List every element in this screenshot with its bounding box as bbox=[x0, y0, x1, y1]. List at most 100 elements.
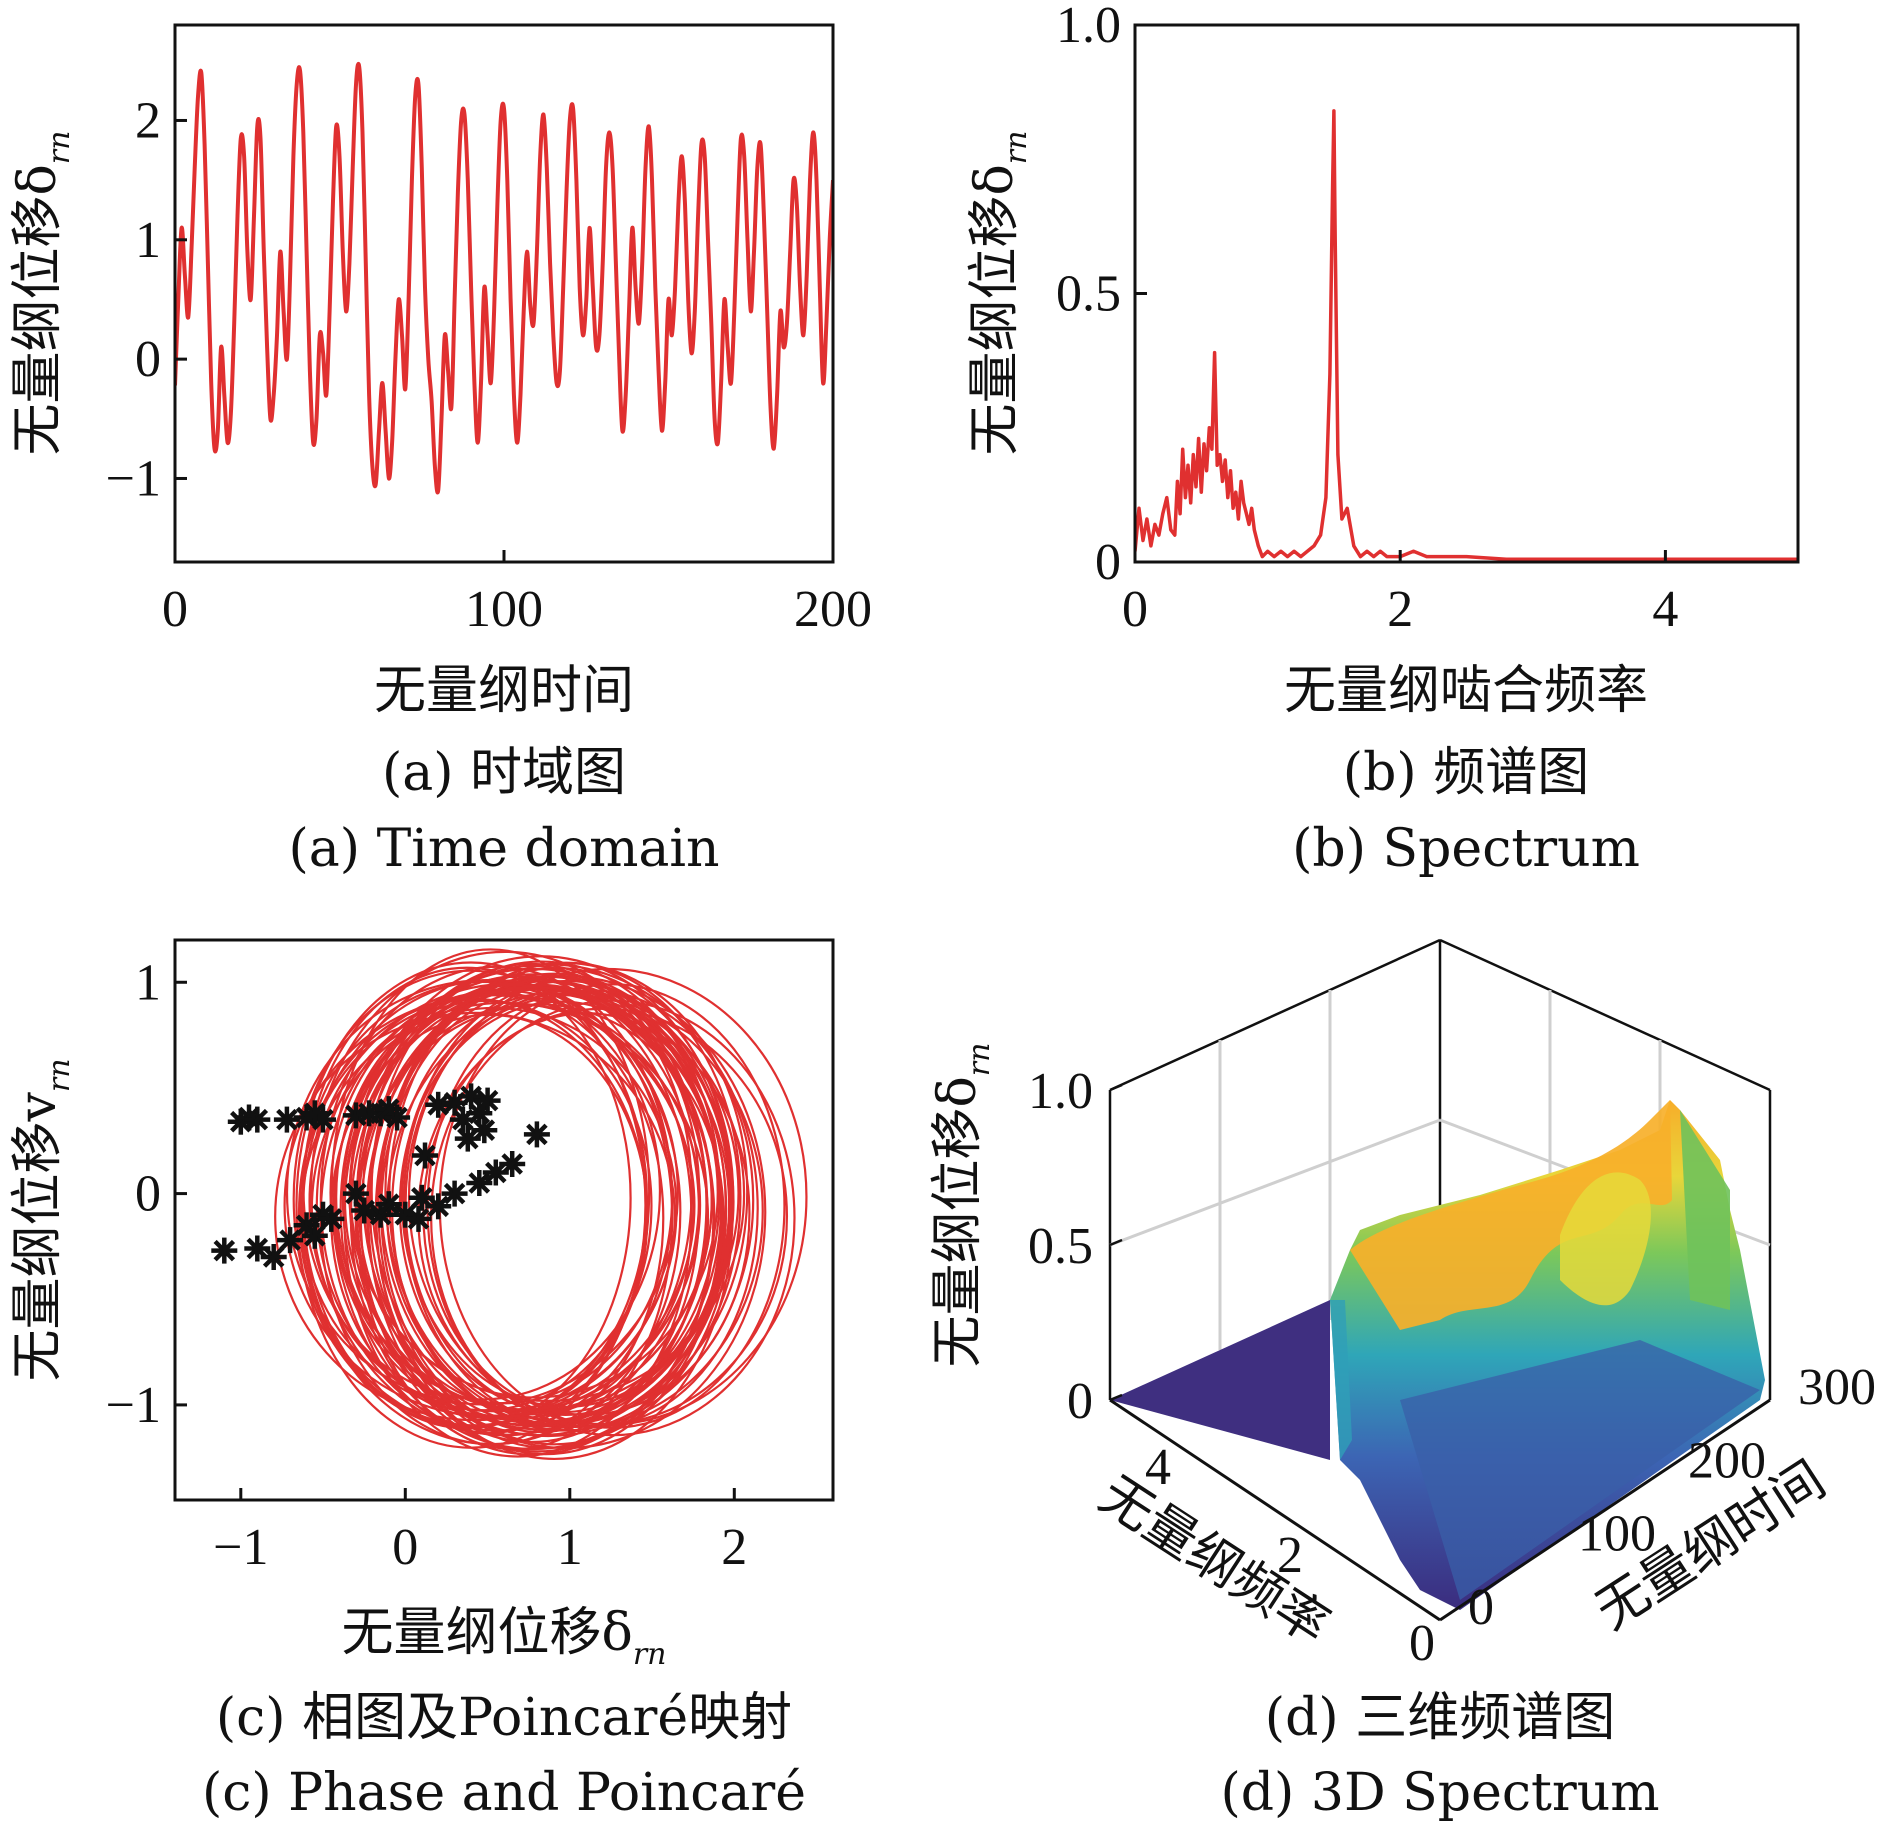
y-tick-label: 2 bbox=[135, 92, 161, 149]
y-axis-label: 无量纲位移δrn bbox=[8, 131, 77, 456]
z-tick-label: 1.0 bbox=[1028, 1063, 1093, 1120]
spectrum-plot bbox=[1135, 109, 1798, 562]
y-axis-label: 无量纲位移vrn bbox=[8, 1058, 77, 1381]
x-tick-label: 0 bbox=[162, 581, 188, 638]
phase-orbit bbox=[329, 973, 740, 1413]
y-tick-label: 1 bbox=[135, 212, 161, 269]
time-tick-label: 100 bbox=[1578, 1506, 1656, 1563]
y-tick-label: −1 bbox=[106, 450, 161, 507]
y-tick-label: 0 bbox=[1095, 534, 1121, 591]
caption-en: (c) Phase and Poincaré bbox=[202, 1763, 806, 1823]
surface-side bbox=[1680, 1110, 1730, 1310]
pane-edge bbox=[1109, 938, 1441, 1092]
surface-peak bbox=[1560, 1172, 1651, 1306]
x-tick-label: 100 bbox=[465, 581, 543, 638]
y-axis-label: 无量纲位移δrn bbox=[965, 131, 1034, 456]
y-tick-label: −1 bbox=[106, 1377, 161, 1434]
caption-cn: (c) 相图及Poincaré映射 bbox=[216, 1688, 792, 1748]
poincare-point bbox=[277, 1227, 304, 1254]
surface-floor bbox=[1110, 1300, 1330, 1460]
phase-orbit bbox=[339, 967, 728, 1451]
z-tick-label: 0 bbox=[1067, 1373, 1093, 1430]
x-tick-label: 0 bbox=[1122, 581, 1148, 638]
poincare-point bbox=[466, 1170, 493, 1196]
poincare-point bbox=[318, 1205, 345, 1232]
x-tick-label: 1 bbox=[557, 1519, 583, 1576]
freq-tick-label: 0 bbox=[1409, 1615, 1435, 1672]
poincare-point bbox=[482, 1159, 509, 1186]
poincare-point bbox=[301, 1222, 328, 1249]
caption-en: (d) 3D Spectrum bbox=[1220, 1763, 1659, 1823]
z-tick-mark bbox=[1109, 1238, 1123, 1247]
axis-ticks: −1 0 1 2 −1 0 1 bbox=[106, 954, 748, 1576]
time-tick-label: 300 bbox=[1798, 1359, 1876, 1416]
caption-cn: (b) 频谱图 bbox=[1343, 743, 1589, 803]
x-tick-label: 2 bbox=[1387, 581, 1413, 638]
y-tick-label: 0.5 bbox=[1056, 266, 1121, 323]
spectrum-surface bbox=[1110, 1100, 1765, 1610]
y-tick-label: 1.0 bbox=[1056, 0, 1121, 54]
panel-a: 0 100 200 −1 0 1 2 无量纲时间 无量纲位移δrn (a) 时域图 (a) … bbox=[8, 23, 872, 879]
phase-orbit bbox=[301, 978, 682, 1446]
phase-plot bbox=[211, 948, 808, 1461]
axes-frame bbox=[173, 938, 835, 1502]
floor-edge bbox=[1109, 1398, 1441, 1622]
phase-orbit bbox=[295, 961, 647, 1449]
floor-edge bbox=[1439, 1398, 1771, 1622]
poincare-point bbox=[523, 1121, 550, 1148]
poincare-point bbox=[474, 1087, 501, 1114]
poincare-point bbox=[375, 1191, 402, 1218]
z-tick-mark bbox=[1109, 1393, 1123, 1402]
surface-lower bbox=[1400, 1340, 1760, 1600]
axes-frame bbox=[1133, 23, 1800, 564]
phase-orbit bbox=[426, 989, 759, 1429]
x-axis-label: 无量纲时间 bbox=[374, 661, 634, 721]
freq-tick-label: 4 bbox=[1145, 1439, 1171, 1496]
poincare-point bbox=[405, 1205, 432, 1232]
series-line bbox=[1135, 109, 1798, 562]
x-tick-label: 0 bbox=[392, 1519, 418, 1576]
time-tick-label: 0 bbox=[1468, 1579, 1494, 1636]
surface-ridge bbox=[1350, 1100, 1672, 1330]
z-tick-label: 0.5 bbox=[1028, 1218, 1093, 1275]
z-axis-label: 无量纲位移δrn bbox=[928, 1043, 997, 1368]
poincare-point bbox=[384, 1104, 411, 1131]
poincare-point bbox=[301, 1100, 328, 1127]
time-tick-label: 200 bbox=[1688, 1432, 1766, 1489]
axis-ticks: 0 100 200 −1 0 1 2 bbox=[106, 92, 872, 638]
y-tick-label: 0 bbox=[135, 331, 161, 388]
pane-edge bbox=[1439, 938, 1771, 1092]
poincare-point bbox=[260, 1244, 287, 1270]
freq-tick-label: 2 bbox=[1277, 1527, 1303, 1584]
poincare-point bbox=[211, 1237, 238, 1264]
panel-b: 0 2 4 0 0.5 1.0 无量纲啮合频率 无量纲位移δrn (b) 频谱图 (b) … bbox=[965, 0, 1800, 879]
x-axis-label: 无量纲位移δrn bbox=[342, 1603, 667, 1672]
series-line bbox=[175, 61, 833, 495]
time-domain-plot bbox=[175, 61, 833, 495]
caption-en: (b) Spectrum bbox=[1292, 819, 1640, 879]
poincare-point bbox=[244, 1106, 271, 1133]
axis-ticks: 0 2 4 0 0.5 1.0 bbox=[1056, 0, 1678, 638]
caption-cn: (a) 时域图 bbox=[382, 743, 626, 803]
x-tick-label: 200 bbox=[794, 581, 872, 638]
caption-en: (a) Time domain bbox=[288, 819, 719, 879]
x-tick-label: 4 bbox=[1652, 581, 1678, 638]
poincare-point bbox=[412, 1142, 438, 1169]
surface-edge bbox=[1330, 1300, 1352, 1460]
panel-c: −1 0 1 2 −1 0 1 无量纲位移δrn 无量纲位移vrn (c) 相图及Poinc… bbox=[8, 938, 835, 1823]
x-tick-label: 2 bbox=[721, 1519, 747, 1576]
y-tick-label: 1 bbox=[135, 954, 161, 1011]
caption-cn: (d) 三维频谱图 bbox=[1265, 1688, 1615, 1748]
poincare-point bbox=[454, 1125, 481, 1152]
x-axis-label: 无量纲啮合频率 bbox=[1284, 661, 1648, 721]
poincare-point bbox=[425, 1193, 452, 1220]
y-tick-label: 0 bbox=[135, 1166, 161, 1223]
z-tick-mark bbox=[1109, 1083, 1123, 1092]
poincare-point bbox=[441, 1180, 468, 1207]
poincare-point bbox=[351, 1197, 378, 1224]
phase-orbit bbox=[308, 982, 713, 1420]
x-tick-label: −1 bbox=[213, 1519, 268, 1576]
